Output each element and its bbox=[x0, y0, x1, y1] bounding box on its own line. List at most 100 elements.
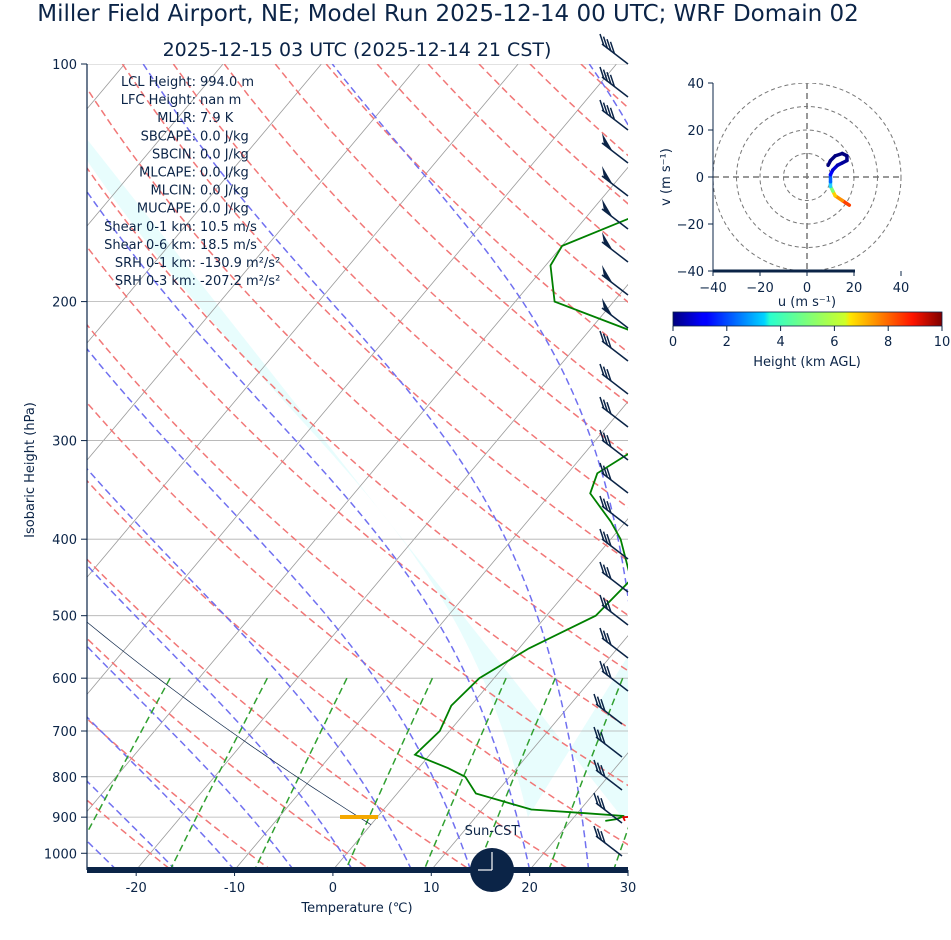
stat-value: 10.5 m/s bbox=[200, 220, 257, 235]
stat-value: 18.5 m/s bbox=[200, 238, 257, 253]
dewpoint-line bbox=[415, 64, 858, 821]
barb-staff bbox=[602, 374, 628, 394]
stat-value: nan m bbox=[200, 93, 241, 108]
stat-label: SRH 0-1 km: bbox=[115, 256, 196, 271]
mixing-ratio-line bbox=[346, 678, 433, 870]
moist-adiabat-line bbox=[0, 64, 294, 870]
barb-staff bbox=[602, 605, 628, 625]
stat-label: MUCAPE: bbox=[137, 202, 196, 217]
barb-staff bbox=[602, 341, 628, 361]
stat-label: MLCIN: bbox=[151, 184, 196, 199]
stat-label: MLCAPE: bbox=[139, 166, 196, 181]
time-label: Sun-CST bbox=[465, 824, 520, 839]
dry-adiabat-line bbox=[0, 64, 570, 870]
stat-label: LCL Height: bbox=[121, 75, 196, 90]
stat-label: SBCIN: bbox=[152, 147, 196, 162]
y-tick-label: 900 bbox=[52, 811, 77, 826]
hodo-x-tick-label: −40 bbox=[699, 281, 726, 296]
wind-barb bbox=[600, 67, 628, 97]
barb-staff bbox=[602, 572, 628, 592]
wind-barb bbox=[600, 397, 628, 427]
mixing-ratio-line bbox=[424, 678, 506, 870]
stat-label: Shear 0-1 km: bbox=[104, 220, 196, 235]
isotherm-line bbox=[628, 64, 951, 870]
title-line2: 2025-12-15 03 UTC (2025-12-14 21 CST) bbox=[163, 39, 552, 61]
stat-value: 0.0 J/kg bbox=[200, 129, 249, 144]
hodo-y-tick-label: −40 bbox=[677, 265, 704, 280]
hodo-y-tick-label: 0 bbox=[696, 171, 704, 186]
wind-barb bbox=[602, 265, 628, 295]
x-tick-label: 10 bbox=[423, 881, 440, 896]
hodo-x-tick-label: 20 bbox=[846, 281, 863, 296]
wind-barb bbox=[600, 463, 628, 493]
stat-value: 0.0 J/kg bbox=[200, 147, 249, 162]
wind-barb bbox=[602, 133, 628, 163]
hodograph-segment bbox=[828, 161, 830, 166]
wind-barb bbox=[600, 364, 628, 394]
x-tick-label: -10 bbox=[224, 881, 245, 896]
y-axis-label: Isobaric Height (hPa) bbox=[23, 402, 38, 538]
dry-adiabat-line bbox=[632, 64, 951, 870]
stat-value: -130.9 m²/s² bbox=[200, 256, 280, 271]
colorbar-tick-label: 8 bbox=[884, 335, 892, 350]
stat-label: Shear 0-6 km: bbox=[104, 238, 196, 253]
y-tick-label: 600 bbox=[52, 672, 77, 687]
dry-adiabat-line bbox=[734, 64, 951, 870]
hodo-x-tick-label: 0 bbox=[803, 281, 811, 296]
y-tick-label: 800 bbox=[52, 771, 77, 786]
wind-barb bbox=[594, 826, 622, 856]
wind-barb bbox=[600, 430, 628, 460]
colorbar-tick-label: 4 bbox=[776, 335, 784, 350]
wind-barb bbox=[600, 34, 628, 64]
hodo-x-tick-label: −20 bbox=[746, 281, 773, 296]
colorbar-tick-label: 6 bbox=[830, 335, 838, 350]
colorbar-gradient bbox=[673, 312, 942, 326]
mixing-ratio-lines bbox=[67, 678, 727, 870]
isotherm-line bbox=[726, 64, 951, 870]
wind-barb bbox=[600, 595, 628, 625]
wind-barb bbox=[602, 232, 628, 262]
skewt-plot-area bbox=[0, 64, 951, 870]
colorbar-label: Height (km AGL) bbox=[753, 355, 861, 370]
colorbar-tick-label: 2 bbox=[723, 335, 731, 350]
dry-adiabat-line bbox=[0, 64, 670, 870]
title-line1: Miller Field Airport, NE; Model Run 2025… bbox=[37, 1, 859, 27]
x-ticks: -20 -10 0 10 20 30 bbox=[126, 870, 637, 896]
y-tick-label: 300 bbox=[52, 435, 77, 450]
y-tick-label: 1000 bbox=[44, 847, 77, 862]
x-tick-label: 20 bbox=[521, 881, 538, 896]
hodograph-x-label: u (m s⁻¹) bbox=[778, 295, 836, 310]
x-tick-label: 30 bbox=[620, 881, 637, 896]
stat-label: LFC Height: bbox=[121, 93, 196, 108]
stat-label: MLLR: bbox=[157, 111, 196, 126]
wind-barb bbox=[600, 496, 628, 526]
dry-adiabat-line bbox=[581, 64, 951, 870]
wind-barb bbox=[600, 628, 628, 658]
hodograph-trace bbox=[828, 154, 849, 206]
clock-icon bbox=[470, 848, 514, 892]
dry-adiabat-line bbox=[683, 64, 951, 870]
colorbar-tick-label: 10 bbox=[934, 335, 951, 350]
isotherm-line bbox=[0, 64, 518, 870]
barb-staff bbox=[602, 440, 628, 460]
wind-barb bbox=[602, 166, 628, 196]
y-tick-label: 200 bbox=[52, 296, 77, 311]
colorbar-ticks: 0 2 4 6 8 10 bbox=[669, 326, 950, 350]
x-tick-label: -20 bbox=[126, 881, 147, 896]
barb-staff bbox=[602, 473, 628, 493]
dry-adiabat-line bbox=[428, 64, 951, 870]
barb-staff bbox=[602, 407, 628, 427]
stat-value: 0.0 J/kg bbox=[200, 202, 249, 217]
isotherm-line bbox=[333, 64, 951, 870]
barb-staff bbox=[602, 44, 628, 64]
hodo-y-tick-label: 20 bbox=[687, 124, 704, 139]
mixing-ratio-line bbox=[170, 678, 267, 870]
x-tick-label: 0 bbox=[329, 881, 337, 896]
x-axis-label: Temperature (℃) bbox=[300, 901, 412, 916]
colorbar-tick-label: 0 bbox=[669, 335, 677, 350]
